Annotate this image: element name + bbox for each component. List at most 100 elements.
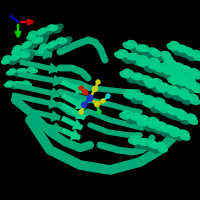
Circle shape: [95, 102, 100, 106]
Ellipse shape: [150, 147, 160, 153]
Circle shape: [79, 110, 83, 114]
Ellipse shape: [39, 28, 47, 33]
Ellipse shape: [186, 49, 195, 56]
Ellipse shape: [123, 42, 133, 49]
Ellipse shape: [135, 142, 144, 149]
Ellipse shape: [164, 89, 174, 96]
Ellipse shape: [134, 59, 144, 65]
Ellipse shape: [136, 60, 146, 66]
Ellipse shape: [192, 86, 200, 93]
Ellipse shape: [149, 81, 158, 88]
Ellipse shape: [180, 133, 190, 140]
Ellipse shape: [23, 71, 30, 75]
Ellipse shape: [173, 129, 182, 136]
Ellipse shape: [28, 67, 35, 71]
Ellipse shape: [150, 121, 160, 128]
Ellipse shape: [12, 71, 19, 75]
Ellipse shape: [153, 145, 163, 152]
Ellipse shape: [64, 37, 72, 43]
Ellipse shape: [144, 144, 153, 150]
Ellipse shape: [175, 92, 185, 98]
Ellipse shape: [170, 41, 180, 48]
Ellipse shape: [140, 58, 150, 65]
Ellipse shape: [157, 83, 166, 90]
Ellipse shape: [2, 59, 9, 64]
Ellipse shape: [181, 77, 191, 84]
Ellipse shape: [188, 85, 198, 92]
Ellipse shape: [18, 85, 25, 89]
Ellipse shape: [180, 51, 190, 58]
Ellipse shape: [172, 70, 182, 76]
Ellipse shape: [55, 24, 63, 30]
Ellipse shape: [155, 98, 165, 104]
Ellipse shape: [133, 140, 143, 146]
Ellipse shape: [172, 112, 181, 118]
Ellipse shape: [141, 117, 151, 123]
Ellipse shape: [25, 70, 32, 74]
Ellipse shape: [22, 81, 29, 85]
Ellipse shape: [43, 46, 51, 52]
Ellipse shape: [175, 71, 184, 78]
Ellipse shape: [21, 47, 28, 53]
Ellipse shape: [147, 140, 157, 147]
Ellipse shape: [149, 79, 158, 85]
Ellipse shape: [151, 62, 161, 68]
Ellipse shape: [32, 37, 39, 43]
Ellipse shape: [178, 45, 188, 52]
Circle shape: [106, 94, 110, 98]
Ellipse shape: [168, 126, 177, 133]
Ellipse shape: [179, 89, 189, 95]
Ellipse shape: [24, 83, 32, 87]
Ellipse shape: [123, 110, 133, 117]
Ellipse shape: [163, 55, 173, 62]
Ellipse shape: [126, 54, 136, 60]
Ellipse shape: [47, 25, 54, 30]
Ellipse shape: [160, 84, 170, 90]
Ellipse shape: [144, 78, 154, 84]
Ellipse shape: [157, 103, 167, 110]
Ellipse shape: [138, 139, 148, 145]
Circle shape: [96, 80, 100, 84]
Ellipse shape: [180, 93, 190, 99]
Polygon shape: [53, 123, 62, 133]
Ellipse shape: [164, 73, 174, 80]
Ellipse shape: [138, 98, 148, 105]
Ellipse shape: [143, 122, 152, 128]
Ellipse shape: [158, 63, 167, 70]
Ellipse shape: [9, 84, 16, 88]
Circle shape: [82, 102, 86, 108]
Ellipse shape: [154, 65, 164, 72]
Ellipse shape: [165, 106, 175, 112]
Ellipse shape: [39, 39, 47, 45]
Ellipse shape: [35, 37, 43, 43]
Ellipse shape: [146, 82, 155, 89]
Ellipse shape: [168, 113, 178, 119]
Ellipse shape: [154, 127, 163, 134]
Ellipse shape: [165, 125, 175, 132]
Ellipse shape: [177, 73, 187, 80]
Ellipse shape: [191, 72, 200, 79]
Ellipse shape: [156, 86, 166, 92]
Ellipse shape: [158, 146, 167, 152]
Circle shape: [92, 86, 98, 92]
Ellipse shape: [37, 29, 45, 35]
Ellipse shape: [146, 120, 155, 127]
Ellipse shape: [161, 51, 171, 58]
Ellipse shape: [151, 126, 161, 133]
Ellipse shape: [167, 43, 177, 50]
Ellipse shape: [120, 113, 129, 119]
Ellipse shape: [149, 142, 159, 148]
Ellipse shape: [154, 82, 164, 89]
Ellipse shape: [160, 125, 169, 132]
Ellipse shape: [178, 69, 187, 76]
Ellipse shape: [165, 130, 175, 137]
Ellipse shape: [145, 96, 154, 102]
Ellipse shape: [163, 108, 172, 115]
Ellipse shape: [149, 58, 159, 64]
Ellipse shape: [153, 79, 162, 85]
Ellipse shape: [137, 93, 147, 100]
Ellipse shape: [158, 108, 168, 115]
Ellipse shape: [160, 83, 169, 90]
Ellipse shape: [176, 109, 185, 116]
Ellipse shape: [55, 42, 63, 48]
